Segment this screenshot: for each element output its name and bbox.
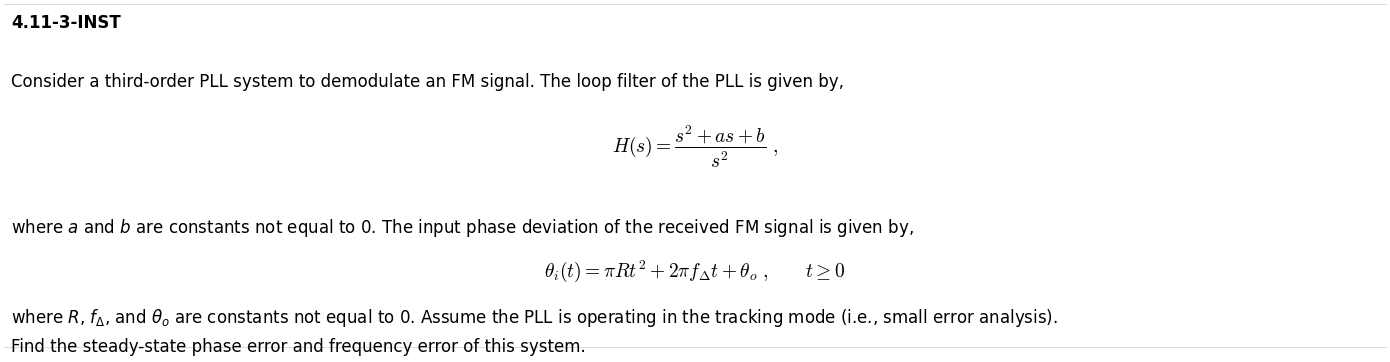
Text: $H(s) = \dfrac{s^2 + as + b}{s^2}\ ,$: $H(s) = \dfrac{s^2 + as + b}{s^2}\ ,$ — [612, 123, 778, 170]
Text: where $a$ and $b$ are constants not equal to 0. The input phase deviation of the: where $a$ and $b$ are constants not equa… — [11, 216, 915, 239]
Text: Find the steady-state phase error and frequency error of this system.: Find the steady-state phase error and fr… — [11, 338, 585, 356]
Text: 4.11-3-INST: 4.11-3-INST — [11, 14, 121, 33]
Text: $\theta_i(t) = \pi R t^2 + 2\pi f_\Delta t + \theta_o\ , \qquad t \geq 0$: $\theta_i(t) = \pi R t^2 + 2\pi f_\Delta… — [545, 259, 845, 284]
Text: where $R$, $f_\Delta$, and $\theta_o$ are constants not equal to 0. Assume the P: where $R$, $f_\Delta$, and $\theta_o$ ar… — [11, 307, 1058, 329]
Text: Consider a third-order PLL system to demodulate an FM signal. The loop filter of: Consider a third-order PLL system to dem… — [11, 73, 844, 91]
